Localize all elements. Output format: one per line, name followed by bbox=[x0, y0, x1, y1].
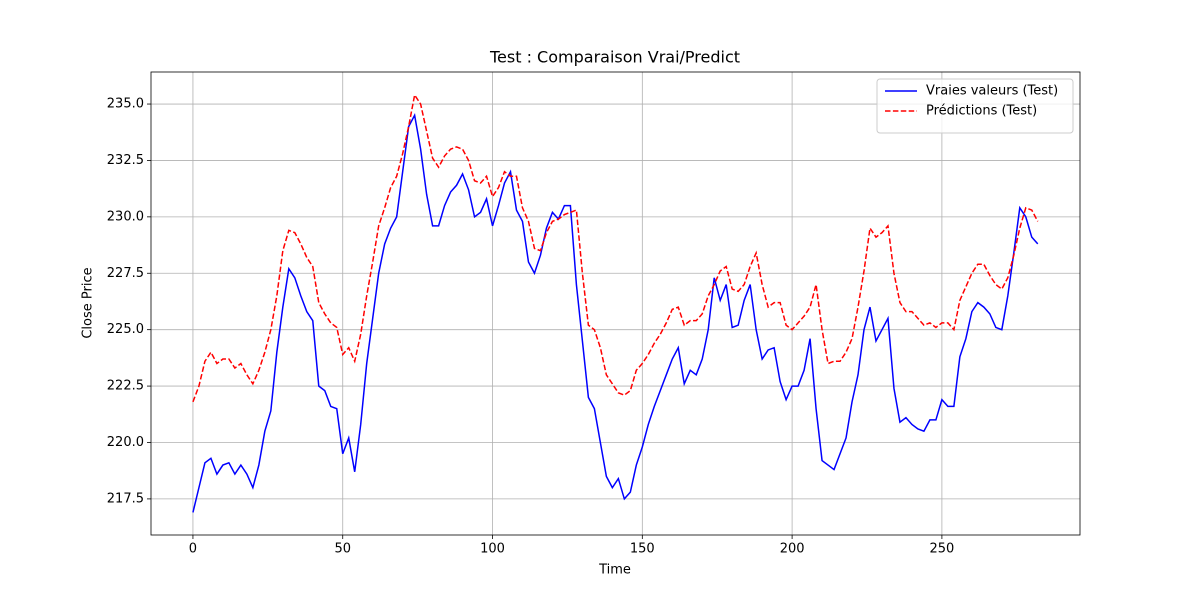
y-tick-label: 217.5 bbox=[107, 491, 144, 506]
x-tick-label: 150 bbox=[630, 542, 655, 557]
x-tick-label: 0 bbox=[189, 542, 197, 557]
y-tick-label: 222.5 bbox=[107, 379, 144, 394]
x-tick-label: 250 bbox=[929, 542, 954, 557]
y-tick-label: 227.5 bbox=[107, 266, 144, 281]
y-axis-label: Close Price bbox=[81, 267, 96, 338]
legend-label: Vraies valeurs (Test) bbox=[926, 84, 1058, 99]
x-tick-label: 200 bbox=[780, 542, 805, 557]
legend: Vraies valeurs (Test) Prédictions (Test) bbox=[876, 78, 1074, 134]
x-axis-label: Time bbox=[598, 563, 631, 578]
legend-box bbox=[876, 78, 1074, 134]
x-tick-label: 50 bbox=[334, 542, 351, 557]
line-series bbox=[192, 93, 1039, 403]
y-tick-label: 235.0 bbox=[107, 97, 144, 112]
x-tick-label: 100 bbox=[480, 542, 505, 557]
legend-label: Prédictions (Test) bbox=[926, 104, 1037, 119]
y-tick-label: 220.0 bbox=[107, 435, 144, 450]
plot-frame bbox=[150, 71, 1081, 536]
y-tick-label: 230.0 bbox=[107, 209, 144, 224]
chart-title: Test : Comparaison Vrai/Predict bbox=[489, 48, 740, 67]
y-tick-label: 232.5 bbox=[107, 153, 144, 168]
y-tick-label: 225.0 bbox=[107, 322, 144, 337]
line-series bbox=[192, 113, 1039, 513]
